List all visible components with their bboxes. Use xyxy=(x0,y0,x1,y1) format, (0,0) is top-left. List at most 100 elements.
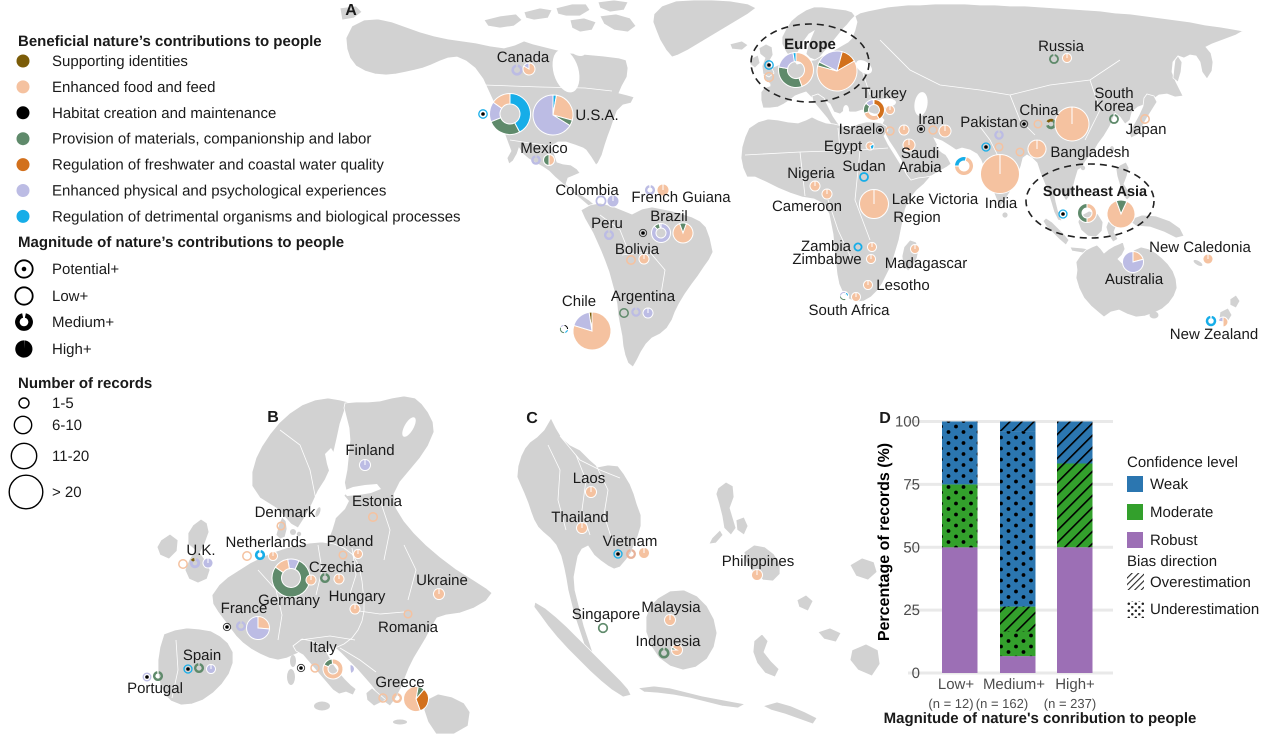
svg-text:Hungary: Hungary xyxy=(329,588,386,605)
svg-text:Brazil: Brazil xyxy=(650,208,688,225)
svg-text:Lesotho: Lesotho xyxy=(876,277,929,294)
svg-text:Habitat creation and maintenan: Habitat creation and maintenance xyxy=(52,105,276,122)
svg-text:Lake Victoria: Lake Victoria xyxy=(892,191,979,208)
svg-text:Zimbabwe: Zimbabwe xyxy=(792,251,861,268)
svg-text:0: 0 xyxy=(912,665,920,682)
svg-text:Sudan: Sudan xyxy=(842,158,885,175)
svg-text:China: China xyxy=(1019,102,1059,119)
svg-text:South: South xyxy=(1094,85,1133,102)
svg-text:Netherlands: Netherlands xyxy=(226,534,307,551)
svg-text:Low+: Low+ xyxy=(938,676,975,693)
svg-text:75: 75 xyxy=(903,476,920,493)
svg-text:Indonesia: Indonesia xyxy=(635,633,701,650)
svg-text:Overestimation: Overestimation xyxy=(1150,574,1251,591)
svg-text:Regulation of detrimental orga: Regulation of detrimental organisms and … xyxy=(52,208,461,225)
svg-text:Medium+: Medium+ xyxy=(983,676,1045,693)
svg-text:Regulation of freshwater and c: Regulation of freshwater and coastal wat… xyxy=(52,157,384,174)
svg-text:U.K.: U.K. xyxy=(186,542,215,559)
svg-text:Vietnam: Vietnam xyxy=(603,533,658,550)
svg-text:Low+: Low+ xyxy=(52,288,89,305)
svg-text:High+: High+ xyxy=(1055,676,1095,693)
svg-text:Southeast Asia: Southeast Asia xyxy=(1043,184,1148,200)
svg-text:Korea: Korea xyxy=(1094,98,1135,115)
svg-text:Egypt: Egypt xyxy=(824,138,863,155)
svg-text:Bolivia: Bolivia xyxy=(615,241,660,258)
svg-text:Saudi: Saudi xyxy=(901,145,939,162)
svg-text:Argentina: Argentina xyxy=(611,288,676,305)
svg-text:French Guiana: French Guiana xyxy=(631,189,731,206)
svg-text:Czechia: Czechia xyxy=(309,559,364,576)
svg-text:Weak: Weak xyxy=(1150,476,1189,493)
svg-text:Greece: Greece xyxy=(375,674,424,691)
svg-text:Israel: Israel xyxy=(839,121,876,138)
svg-text:Pakistan: Pakistan xyxy=(960,114,1018,131)
svg-text:France: France xyxy=(221,600,268,617)
svg-text:Portugal: Portugal xyxy=(127,680,183,697)
svg-text:Germany: Germany xyxy=(258,592,320,609)
svg-text:Confidence level: Confidence level xyxy=(1127,454,1238,471)
svg-text:Iran: Iran xyxy=(918,111,944,128)
svg-text:(n = 12): (n = 12) xyxy=(928,696,973,711)
svg-text:Magnitude of nature’s contribu: Magnitude of nature’s contributions to p… xyxy=(18,234,344,251)
svg-text:Provision of materials, compan: Provision of materials, companionship an… xyxy=(52,131,371,148)
svg-text:50: 50 xyxy=(903,539,920,556)
svg-text:Colombia: Colombia xyxy=(555,182,619,199)
svg-text:New Caledonia: New Caledonia xyxy=(1149,239,1251,256)
svg-text:Bias direction: Bias direction xyxy=(1127,553,1217,570)
svg-text:Arabia: Arabia xyxy=(898,159,942,176)
svg-text:Madagascar: Madagascar xyxy=(885,255,968,272)
svg-text:Malaysia: Malaysia xyxy=(641,599,701,616)
svg-text:Finland: Finland xyxy=(345,442,394,459)
svg-text:> 20: > 20 xyxy=(52,484,82,501)
svg-text:U.S.A.: U.S.A. xyxy=(575,107,618,124)
svg-text:100: 100 xyxy=(895,414,920,431)
svg-text:Thailand: Thailand xyxy=(551,509,609,526)
svg-text:Zambia: Zambia xyxy=(801,238,852,255)
svg-text:Number of records: Number of records xyxy=(18,375,152,392)
svg-text:Percentage of records (%): Percentage of records (%) xyxy=(876,443,893,641)
svg-text:Peru: Peru xyxy=(591,215,623,232)
svg-text:Laos: Laos xyxy=(573,470,606,487)
svg-text:(n = 162): (n = 162) xyxy=(976,696,1028,711)
svg-text:6-10: 6-10 xyxy=(52,417,82,434)
svg-text:11-20: 11-20 xyxy=(52,448,89,465)
svg-text:Nigeria: Nigeria xyxy=(787,165,835,182)
svg-text:Philippines: Philippines xyxy=(722,553,795,570)
svg-text:New Zealand: New Zealand xyxy=(1170,326,1258,343)
svg-text:Enhanced food and feed: Enhanced food and feed xyxy=(52,79,215,96)
svg-text:Underestimation: Underestimation xyxy=(1150,601,1259,618)
svg-text:Supporting identities: Supporting identities xyxy=(52,53,188,70)
svg-text:Mexico: Mexico xyxy=(520,140,568,157)
svg-text:India: India xyxy=(985,195,1018,212)
svg-text:Romania: Romania xyxy=(378,619,439,636)
svg-text:Poland: Poland xyxy=(327,533,374,550)
svg-text:South Africa: South Africa xyxy=(809,302,891,319)
svg-text:Potential+: Potential+ xyxy=(52,261,119,278)
svg-text:Spain: Spain xyxy=(183,647,221,664)
svg-text:Japan: Japan xyxy=(1126,121,1167,138)
svg-text:Russia: Russia xyxy=(1038,38,1085,55)
svg-text:C: C xyxy=(526,410,538,427)
svg-text:Region: Region xyxy=(893,209,941,226)
svg-text:B: B xyxy=(267,409,279,426)
svg-text:A: A xyxy=(345,2,357,19)
svg-text:Singapore: Singapore xyxy=(572,606,640,623)
svg-text:High+: High+ xyxy=(52,341,92,358)
svg-text:Robust: Robust xyxy=(1150,532,1198,549)
svg-text:Beneficial nature’s contributi: Beneficial nature’s contributions to peo… xyxy=(18,33,322,50)
svg-text:Bangladesh: Bangladesh xyxy=(1050,144,1129,161)
svg-text:(n = 237): (n = 237) xyxy=(1044,696,1096,711)
svg-text:Canada: Canada xyxy=(497,49,550,66)
svg-text:1-5: 1-5 xyxy=(52,395,74,412)
svg-text:Medium+: Medium+ xyxy=(52,314,114,331)
svg-text:Denmark: Denmark xyxy=(255,504,316,521)
svg-text:Chile: Chile xyxy=(562,293,596,310)
svg-text:Estonia: Estonia xyxy=(352,493,403,510)
svg-text:25: 25 xyxy=(903,602,920,619)
svg-text:Moderate: Moderate xyxy=(1150,504,1213,521)
svg-text:Europe: Europe xyxy=(784,36,836,53)
svg-text:Enhanced physical and psycholo: Enhanced physical and psychological expe… xyxy=(52,183,386,200)
svg-text:Italy: Italy xyxy=(309,639,337,656)
svg-text:Australia: Australia xyxy=(1105,271,1164,288)
svg-text:Magnitude of nature's conribut: Magnitude of nature's conribution to peo… xyxy=(884,710,1197,727)
